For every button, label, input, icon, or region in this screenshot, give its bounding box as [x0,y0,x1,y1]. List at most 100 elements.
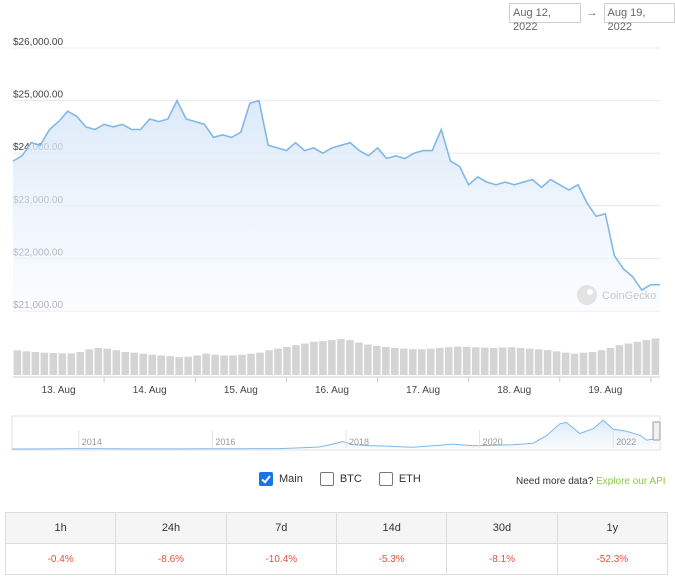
value-7d: -10.4% [225,543,337,575]
volume-bar [292,345,300,375]
volume-bar [498,347,507,375]
navigator-tick-label: 2014 [82,437,102,447]
navigator-tick-label: 2022 [616,437,636,447]
volume-bar [480,347,489,375]
volume-bar [238,354,246,375]
header-14d: 14d [335,512,448,544]
volume-bar [355,342,363,375]
watermark-text: CoinGecko [602,290,656,302]
volume-bar [417,349,426,375]
volume-bar [130,352,139,375]
volume-bar [202,353,210,375]
volume-bar [67,353,76,375]
volume-bar [471,347,480,375]
volume-bar [597,350,606,375]
value-1h: -0.4% [4,543,117,575]
value-1y: -52.3% [556,543,669,575]
volume-bar [651,338,660,375]
price-area-fill [13,100,660,311]
performance-table: 1h 24h 7d 14d 30d 1y -0.4% -8.6% -10.4% … [4,512,669,575]
volume-bar [310,341,318,375]
volume-bar [615,345,624,375]
toggle-btc-label: BTC [339,473,362,485]
volume-bar [58,353,67,375]
volume-bar [606,347,615,375]
volume-bar [633,341,642,375]
toggle-main[interactable]: Main [259,472,303,486]
volume-bar [112,350,121,375]
explore-api-link[interactable]: Explore our API [596,476,666,487]
volume-bar [624,343,633,375]
volume-bar [301,343,309,375]
volume-bar [328,340,336,375]
navigator-handle[interactable] [652,421,661,441]
volume-bar [94,347,103,375]
volume-bar [462,346,471,375]
volume-bar [22,351,31,375]
volume-bar [426,348,435,375]
date-range-picker: Aug 12, 2022 → Aug 19, 2022 [509,3,675,33]
volume-bar [211,354,219,375]
header-7d: 7d [225,512,337,544]
header-1h: 1h [4,512,117,544]
api-note-text: Need more data? [516,476,594,487]
x-tick-label: 17. Aug [406,385,440,396]
x-tick-label: 15. Aug [224,385,258,396]
volume-bar [579,352,588,375]
volume-bar [121,352,130,375]
volume-bar [337,339,345,375]
performance-value-row: -0.4% -8.6% -10.4% -5.3% -8.1% -52.3% [4,543,669,575]
date-range-arrow: → [586,7,598,19]
volume-bar [319,341,327,375]
main-checkbox[interactable] [259,472,273,486]
gecko-eye-icon [587,289,593,295]
api-note: Need more data? Explore our API [516,476,666,487]
volume-bar [139,353,147,375]
volume-bar [166,356,174,375]
navigator-tick-label: 2016 [215,437,235,447]
x-tick-label: 14. Aug [133,385,167,396]
volume-bars [13,338,660,375]
series-toggles: Main BTC ETH [259,472,438,486]
btc-checkbox[interactable] [319,472,334,486]
x-tick-label: 19. Aug [588,385,622,396]
volume-bar [400,348,408,375]
gecko-logo-icon [577,285,597,305]
volume-bar [157,355,165,375]
volume-bar [570,353,579,375]
toggle-eth-label: ETH [398,473,421,485]
header-30d: 30d [446,512,558,544]
volume-bar [534,349,543,375]
toggle-main-label: Main [279,473,303,485]
toggle-btc[interactable]: BTC [319,472,362,486]
date-to-input[interactable]: Aug 19, 2022 [603,3,675,33]
date-from-input[interactable]: Aug 12, 2022 [509,3,581,33]
checkmark-icon [261,475,271,484]
price-chart[interactable]: $26,000.00$25,000.00$24,000.00$23,000.00… [0,0,675,460]
volume-bar [76,352,85,375]
eth-checkbox[interactable] [378,472,393,486]
volume-bar [525,348,534,375]
x-tick-label: 13. Aug [42,385,76,396]
volume-bar [283,346,291,375]
navigator-tick-label: 2018 [349,437,369,447]
price-line[interactable] [12,98,660,292]
x-tick-label: 18. Aug [497,385,531,396]
volume-bar [435,347,444,375]
range-navigator[interactable]: 2014 2016 2018 2020 2022 [11,415,661,451]
volume-bar [588,352,597,375]
volume-bar [193,355,201,375]
header-24h: 24h [115,512,227,544]
volume-bar [516,347,525,375]
navigator-ticks: 2014 2016 2018 2020 2022 [78,430,636,448]
volume-bar [642,340,651,375]
volume-bar [31,352,40,375]
toggle-eth[interactable]: ETH [378,472,421,486]
navigator-line [11,419,661,450]
volume-bar [373,345,381,375]
volume-bar [507,347,516,375]
navigator-tick-label: 2020 [483,437,503,447]
price-area [12,98,660,311]
value-14d: -5.3% [335,543,448,575]
volume-bar [247,353,255,375]
